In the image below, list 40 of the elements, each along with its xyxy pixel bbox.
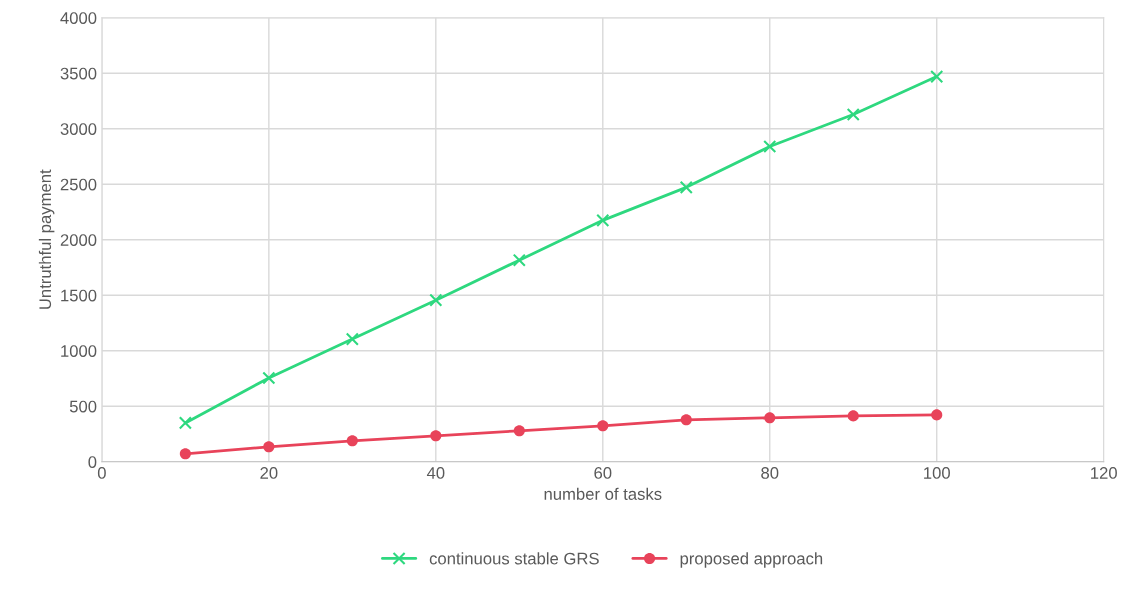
point xyxy=(263,441,275,453)
y-tick-label: 2500 xyxy=(60,178,97,191)
x-tick-label: 100 xyxy=(924,467,950,479)
point xyxy=(847,410,859,422)
point xyxy=(179,448,191,460)
point xyxy=(178,416,192,430)
point xyxy=(596,213,610,227)
point xyxy=(764,412,776,424)
point xyxy=(346,435,358,447)
x-tick-label: 60 xyxy=(594,467,612,479)
point xyxy=(262,371,276,385)
legend-label: proposed approach xyxy=(680,552,823,568)
x-tick-label: 80 xyxy=(761,467,779,479)
point xyxy=(930,69,944,84)
point xyxy=(513,425,525,437)
y-tick-label: 4000 xyxy=(60,12,97,24)
x-tick-label: 20 xyxy=(260,467,278,479)
x-axis-title: number of tasks xyxy=(544,487,662,500)
point xyxy=(430,430,442,442)
x-tick-label: 120 xyxy=(1091,467,1117,479)
y-tick-label: 1500 xyxy=(61,289,97,302)
y-axis-title: Untruthful payment xyxy=(38,169,55,309)
y-tick-label: 2000 xyxy=(60,234,97,246)
point xyxy=(846,107,860,122)
y-tick-label: 500 xyxy=(69,400,97,413)
legend-label: continuous stable GRS xyxy=(429,552,599,565)
y-tick-label: 3500 xyxy=(60,67,97,80)
point xyxy=(512,253,526,267)
y-tick-label: 3000 xyxy=(60,123,97,135)
point xyxy=(931,409,943,421)
point xyxy=(429,293,443,307)
point xyxy=(679,180,693,194)
x-tick-label: 0 xyxy=(97,467,106,479)
point xyxy=(680,414,692,426)
point xyxy=(763,139,777,154)
x-tick-label: 40 xyxy=(426,467,445,479)
y-tick-label: 1000 xyxy=(61,345,97,357)
y-tick-label: 0 xyxy=(88,456,97,468)
point xyxy=(597,420,609,432)
point xyxy=(345,332,359,346)
